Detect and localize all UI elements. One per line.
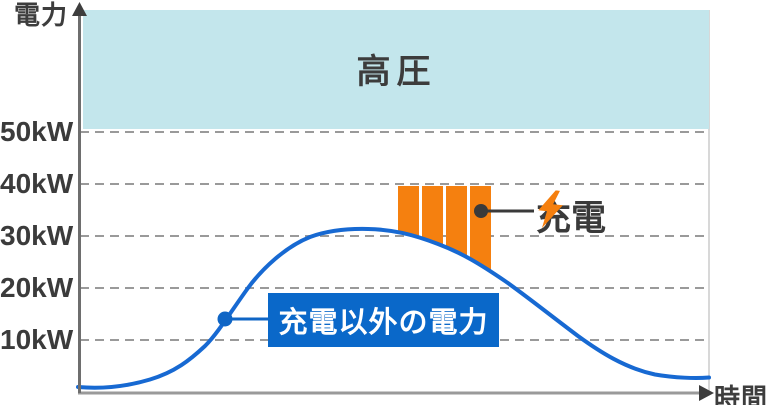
charging-callout: 充電	[536, 190, 606, 241]
x-axis-title: 時間	[714, 383, 768, 405]
high-voltage-band	[83, 10, 709, 129]
y-tick-20kw: 20kW	[0, 272, 74, 303]
high-voltage-zone-label: 高圧	[356, 53, 437, 91]
y-tick-40kw: 40kW	[0, 168, 74, 199]
y-tick-10kw: 10kW	[0, 324, 74, 355]
charging-callout-dot	[474, 204, 488, 218]
non-charging-power-callout: 充電以外の電力	[268, 293, 499, 347]
y-tick-50kw: 50kW	[0, 116, 74, 147]
x-axis-arrow-icon	[699, 385, 714, 401]
non-charging-power-label: 充電以外の電力	[278, 307, 489, 339]
non-charging-callout-dot	[217, 311, 233, 327]
y-tick-30kw: 30kW	[0, 220, 74, 251]
lightning-bolt-icon	[538, 190, 563, 229]
y-axis-arrow-icon	[72, 2, 87, 16]
demand-curve	[76, 226, 711, 390]
y-axis-title: 電力	[14, 0, 69, 30]
